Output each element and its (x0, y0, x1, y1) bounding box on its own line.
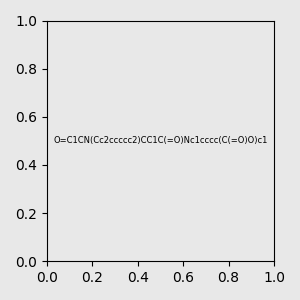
Text: O=C1CN(Cc2ccccc2)CC1C(=O)Nc1cccc(C(=O)O)c1: O=C1CN(Cc2ccccc2)CC1C(=O)Nc1cccc(C(=O)O)… (53, 136, 268, 146)
